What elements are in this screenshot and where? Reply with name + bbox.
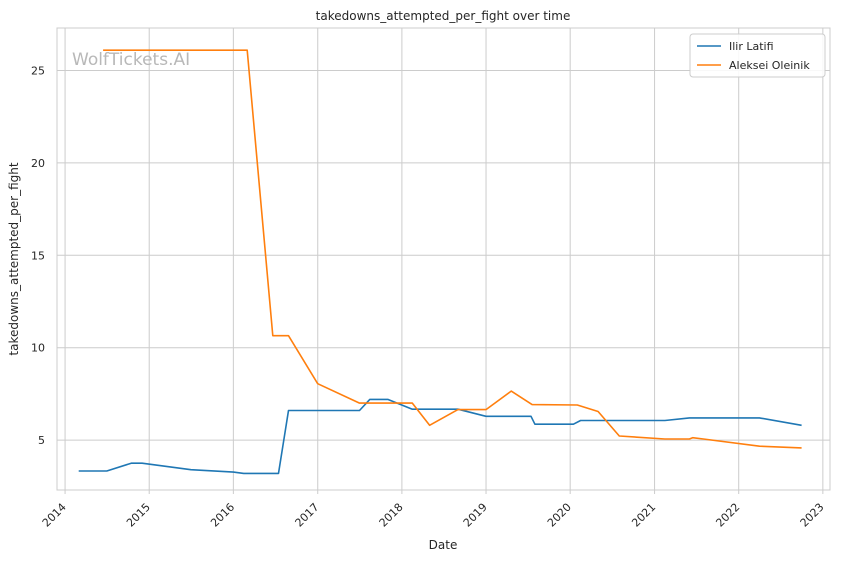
- plot-frame: [56, 27, 831, 491]
- x-axis-ticks: 2014 2015 2016 2017 2018 2019 2020 2021 2022 2023: [40, 490, 827, 530]
- plot-area: [57, 28, 830, 490]
- y-tick-label: 25: [31, 65, 45, 78]
- series-line-ilir-latifi: [78, 398, 802, 475]
- legend-box: [689, 33, 826, 78]
- y-tick-label: 5: [38, 434, 45, 447]
- y-axis-label: takedowns_attempted_per_fight: [7, 162, 21, 355]
- x-tick-label: 2020: [545, 501, 574, 530]
- x-axis-label: Date: [429, 538, 458, 552]
- x-tick-label: 2016: [208, 501, 237, 530]
- y-tick-label: 10: [31, 342, 45, 355]
- x-tick-label: 2018: [377, 501, 406, 530]
- legend: Ilir Latifi Aleksei Oleinik: [689, 33, 826, 78]
- x-tick-label: 2021: [629, 501, 658, 530]
- chart-title: takedowns_attempted_per_fight over time: [316, 9, 571, 23]
- grid: [57, 28, 830, 490]
- x-tick-label: 2014: [40, 501, 69, 530]
- watermark: WolfTickets.AI: [72, 50, 190, 70]
- series-line-aleksei-oleinik: [103, 49, 802, 449]
- x-tick-label: 2017: [293, 501, 322, 530]
- x-tick-label: 2019: [461, 501, 490, 530]
- legend-label-aleksei-oleinik: Aleksei Oleinik: [729, 59, 810, 72]
- y-axis-ticks: 5 10 15 20 25: [31, 65, 45, 448]
- x-tick-label: 2015: [124, 501, 153, 530]
- y-tick-label: 15: [31, 249, 45, 262]
- x-tick-label: 2022: [713, 501, 742, 530]
- y-tick-label: 20: [31, 157, 45, 170]
- series-lines: [78, 49, 802, 475]
- x-tick-label: 2023: [798, 501, 827, 530]
- legend-label-ilir-latifi: Ilir Latifi: [729, 40, 774, 53]
